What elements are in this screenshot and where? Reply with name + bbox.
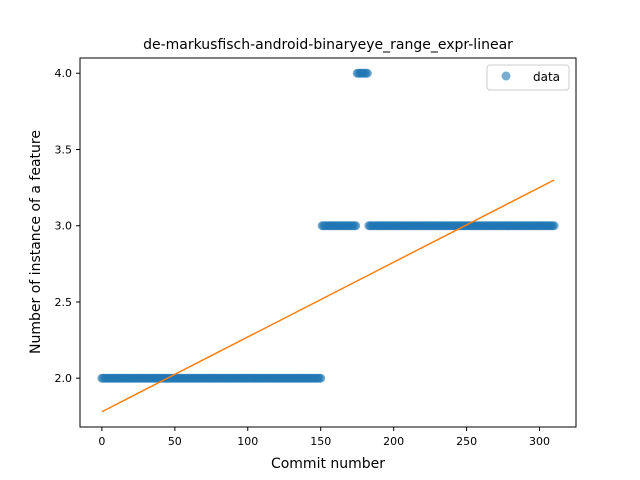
y-tick-label: 3.5 <box>55 143 73 156</box>
chart-title: de-markusfisch-android-binaryeye_range_e… <box>143 37 513 53</box>
x-tick-label: 250 <box>456 435 477 448</box>
x-tick-label: 300 <box>529 435 550 448</box>
fit-line-group <box>101 179 555 413</box>
legend-box <box>486 64 570 91</box>
data-points <box>97 68 559 383</box>
y-axis-ticks: 2.0 2.5 3.0 3.5 4.0 <box>55 67 80 385</box>
y-tick-label: 2.5 <box>55 296 73 309</box>
data-point <box>549 221 559 231</box>
data-point <box>351 221 361 231</box>
x-tick-label: 200 <box>383 435 404 448</box>
y-tick-label: 3.0 <box>55 220 73 233</box>
legend-label: data <box>533 70 560 84</box>
x-tick-label: 100 <box>237 435 258 448</box>
x-axis-label: Commit number <box>271 456 385 472</box>
data-point <box>362 68 372 78</box>
legend: data <box>486 64 570 91</box>
y-tick-label: 2.0 <box>55 372 73 385</box>
fit-line <box>101 179 555 413</box>
data-point <box>316 373 326 383</box>
x-tick-label: 50 <box>168 435 182 448</box>
plot-area-frame <box>79 57 577 428</box>
y-tick-label: 4.0 <box>55 67 73 80</box>
x-tick-label: 150 <box>310 435 331 448</box>
x-tick-label: 0 <box>98 435 105 448</box>
legend-marker <box>501 71 511 81</box>
y-axis-label: Number of instance of a feature <box>28 130 44 354</box>
x-axis-ticks: 0 50 100 150 200 250 300 <box>98 427 550 448</box>
